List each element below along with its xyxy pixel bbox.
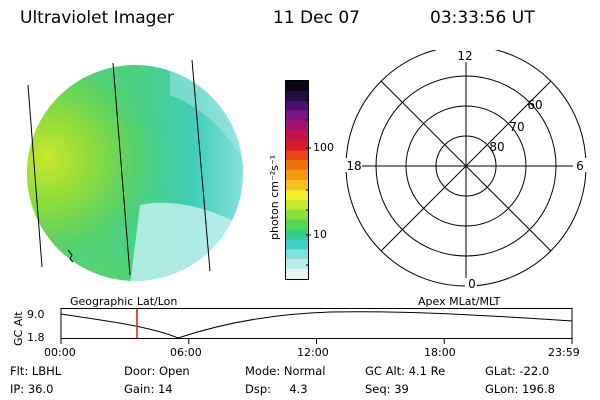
lat-label-60: 60	[527, 98, 542, 112]
mode-value: Normal	[283, 364, 326, 378]
earth-uv-image	[27, 59, 243, 281]
polar-mlat-mlt-grid: 12 6 18 0 60 70 80	[344, 50, 587, 290]
mlt-label-6: 6	[576, 159, 584, 173]
date-label: 11 Dec 07	[273, 8, 360, 28]
flt-value: LBHL	[31, 364, 62, 378]
x-tick-1200: 12:00	[297, 346, 329, 359]
dsp-value: 4.3	[289, 382, 308, 396]
info-seq: Seq: 39	[365, 382, 409, 396]
glat-label: GLat:	[485, 364, 516, 378]
timeline-y-title: GC Alt	[12, 311, 25, 346]
ip-label: IP:	[10, 382, 25, 396]
gain-label: Gain:	[124, 382, 155, 396]
x-tick-1800: 18:00	[424, 346, 456, 359]
lat-label-70: 70	[509, 120, 524, 134]
seq-label: Seq:	[365, 382, 391, 396]
info-flt: Flt: LBHL	[10, 364, 61, 378]
y-tick-1-8: 1.8	[27, 331, 45, 344]
seq-value: 39	[394, 382, 409, 396]
flt-label: Flt:	[10, 364, 29, 378]
info-gain: Gain: 14	[124, 382, 173, 396]
mlt-label-12: 12	[457, 50, 472, 63]
info-dsp: Dsp: 4.3	[245, 382, 308, 396]
y-tick-9: 9.0	[27, 308, 45, 321]
mode-label: Mode:	[245, 364, 281, 378]
app-title: Ultraviolet Imager	[20, 8, 174, 28]
info-ip: IP: 36.0	[10, 382, 53, 396]
x-tick-2359: 23:59	[548, 346, 580, 359]
ip-value: 36.0	[27, 382, 54, 396]
x-tick-0000: 00:00	[44, 346, 76, 359]
glon-value: 196.8	[521, 382, 555, 396]
dsp-label: Dsp:	[245, 382, 272, 396]
info-door: Door: Open	[124, 364, 190, 378]
colorbar-tick-100: 100	[313, 141, 334, 154]
colorbar-ticks	[306, 99, 311, 266]
glon-label: GLon:	[485, 382, 519, 396]
colorbar-unit-label: photon cm⁻²s⁻¹	[268, 154, 281, 240]
glat-value: -22.0	[519, 364, 550, 378]
geographic-coord-label: Geographic Lat/Lon	[70, 295, 178, 308]
info-glon: GLon: 196.8	[485, 382, 555, 396]
info-mode: Mode: Normal	[245, 364, 325, 378]
gc-alt-value: 4.1 Re	[408, 364, 446, 378]
info-gc-alt: GC Alt: 4.1 Re	[365, 364, 445, 378]
altitude-timeline	[60, 308, 573, 344]
apex-coord-label: Apex MLat/MLT	[418, 295, 501, 308]
gc-alt-label: GC Alt:	[365, 364, 406, 378]
mlt-label-18: 18	[346, 159, 361, 173]
color-scale-bar	[285, 80, 309, 280]
info-glat: GLat: -22.0	[485, 364, 549, 378]
door-value: Open	[158, 364, 190, 378]
x-tick-0600: 06:00	[170, 346, 202, 359]
mlt-label-0: 0	[468, 277, 476, 290]
lat-label-80: 80	[489, 140, 504, 154]
time-label: 03:33:56 UT	[430, 8, 535, 28]
door-label: Door:	[124, 364, 156, 378]
colorbar-tick-10: 10	[313, 228, 327, 241]
gain-value: 14	[157, 382, 173, 396]
